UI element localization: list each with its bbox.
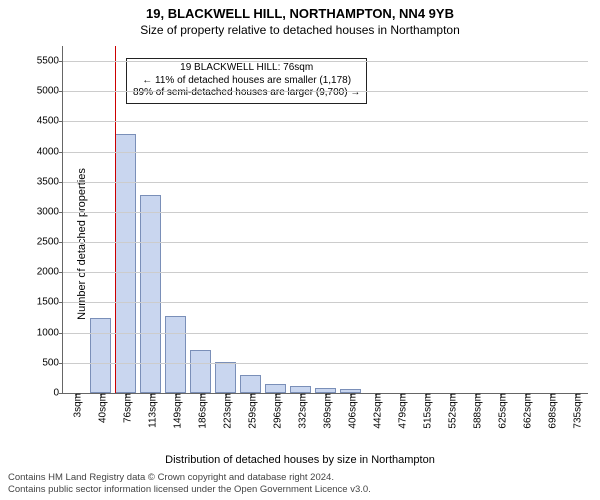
- bar-slot: 552sqm: [438, 46, 463, 393]
- xtick-label: 479sqm: [393, 393, 408, 429]
- bar-slot: 479sqm: [388, 46, 413, 393]
- xtick-label: 40sqm: [93, 393, 108, 423]
- bar-slot: 735sqm: [563, 46, 588, 393]
- xtick-label: 332sqm: [293, 393, 308, 429]
- xtick-label: 113sqm: [143, 393, 158, 428]
- ytick-label: 1500: [37, 297, 63, 308]
- ytick-label: 5500: [37, 56, 63, 67]
- xtick-label: 552sqm: [443, 393, 458, 429]
- ytick-label: 3500: [37, 176, 63, 187]
- xtick-label: 369sqm: [318, 393, 333, 429]
- footer-attribution: Contains HM Land Registry data © Crown c…: [8, 472, 592, 496]
- xtick-label: 3sqm: [68, 393, 83, 417]
- bar-slot: 625sqm: [488, 46, 513, 393]
- chart-container: Number of detached properties 3sqm40sqm7…: [0, 40, 600, 448]
- xtick-label: 662sqm: [518, 393, 533, 429]
- footer-line-2: Contains public sector information licen…: [8, 484, 592, 496]
- xtick-label: 223sqm: [218, 393, 233, 429]
- ytick-label: 2000: [37, 267, 63, 278]
- xtick-label: 515sqm: [418, 393, 433, 429]
- ytick-label: 0: [53, 388, 63, 399]
- annotation-box: 19 BLACKWELL HILL: 76sqm← 11% of detache…: [126, 58, 367, 104]
- xtick-label: 149sqm: [168, 393, 183, 429]
- bar: [190, 350, 211, 393]
- ytick-label: 1000: [37, 327, 63, 338]
- bar: [240, 375, 261, 393]
- xtick-label: 442sqm: [368, 393, 383, 429]
- bar: [115, 134, 136, 393]
- annotation-line: ← 11% of detached houses are smaller (1,…: [133, 75, 360, 88]
- xtick-label: 76sqm: [118, 393, 133, 423]
- xtick-label: 259sqm: [243, 393, 258, 429]
- gridline: [63, 302, 588, 303]
- bar: [265, 384, 286, 393]
- ytick-label: 2500: [37, 237, 63, 248]
- x-axis-label: Distribution of detached houses by size …: [0, 454, 600, 466]
- ytick-label: 5000: [37, 86, 63, 97]
- gridline: [63, 91, 588, 92]
- gridline: [63, 242, 588, 243]
- bar-slot: 40sqm: [88, 46, 113, 393]
- ytick-label: 4500: [37, 116, 63, 127]
- gridline: [63, 333, 588, 334]
- property-marker-line: [115, 46, 116, 393]
- page-title: 19, BLACKWELL HILL, NORTHAMPTON, NN4 9YB: [0, 0, 600, 21]
- bar: [290, 386, 311, 393]
- xtick-label: 698sqm: [543, 393, 558, 429]
- gridline: [63, 152, 588, 153]
- plot-area: 3sqm40sqm76sqm113sqm149sqm186sqm223sqm25…: [62, 46, 588, 394]
- xtick-label: 296sqm: [268, 393, 283, 429]
- bar-slot: 698sqm: [538, 46, 563, 393]
- ytick-label: 500: [42, 357, 63, 368]
- bar-slot: 588sqm: [463, 46, 488, 393]
- gridline: [63, 121, 588, 122]
- gridline: [63, 182, 588, 183]
- bar: [90, 318, 111, 393]
- bar-slot: 3sqm: [63, 46, 88, 393]
- xtick-label: 186sqm: [193, 393, 208, 429]
- annotation-line: 89% of semi-detached houses are larger (…: [133, 87, 360, 100]
- page-subtitle: Size of property relative to detached ho…: [0, 21, 600, 41]
- bar: [215, 362, 236, 393]
- gridline: [63, 212, 588, 213]
- annotation-line: 19 BLACKWELL HILL: 76sqm: [133, 62, 360, 75]
- bar-slot: 662sqm: [513, 46, 538, 393]
- ytick-label: 3000: [37, 206, 63, 217]
- gridline: [63, 61, 588, 62]
- xtick-label: 406sqm: [343, 393, 358, 429]
- gridline: [63, 363, 588, 364]
- ytick-label: 4000: [37, 146, 63, 157]
- xtick-label: 625sqm: [493, 393, 508, 429]
- xtick-label: 735sqm: [568, 393, 583, 429]
- xtick-label: 588sqm: [468, 393, 483, 429]
- bar: [165, 316, 186, 393]
- bar-slot: 515sqm: [413, 46, 438, 393]
- gridline: [63, 272, 588, 273]
- footer-line-1: Contains HM Land Registry data © Crown c…: [8, 472, 592, 484]
